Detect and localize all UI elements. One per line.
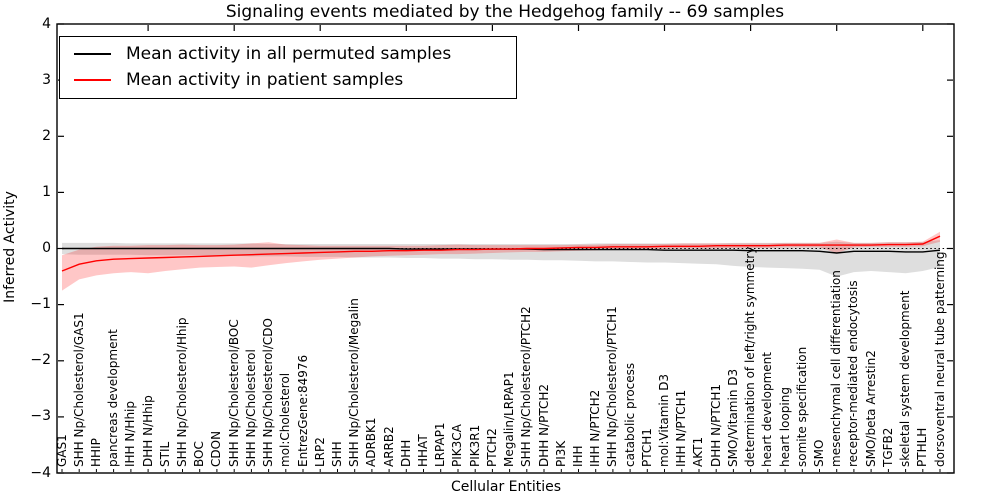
permuted-line-swatch — [74, 53, 111, 55]
patient-line-swatch — [74, 79, 111, 81]
legend: Mean activity in all permuted samples Me… — [59, 36, 517, 99]
chart-title: Signaling events mediated by the Hedgeho… — [225, 2, 785, 22]
legend-label-patient: Mean activity in patient samples — [126, 70, 404, 90]
legend-row-patient: Mean activity in patient samples — [60, 67, 516, 93]
legend-label-permuted: Mean activity in all permuted samples — [126, 44, 452, 64]
legend-row-permuted: Mean activity in all permuted samples — [60, 41, 516, 67]
x-axis-label: Cellular Entities — [450, 479, 562, 495]
